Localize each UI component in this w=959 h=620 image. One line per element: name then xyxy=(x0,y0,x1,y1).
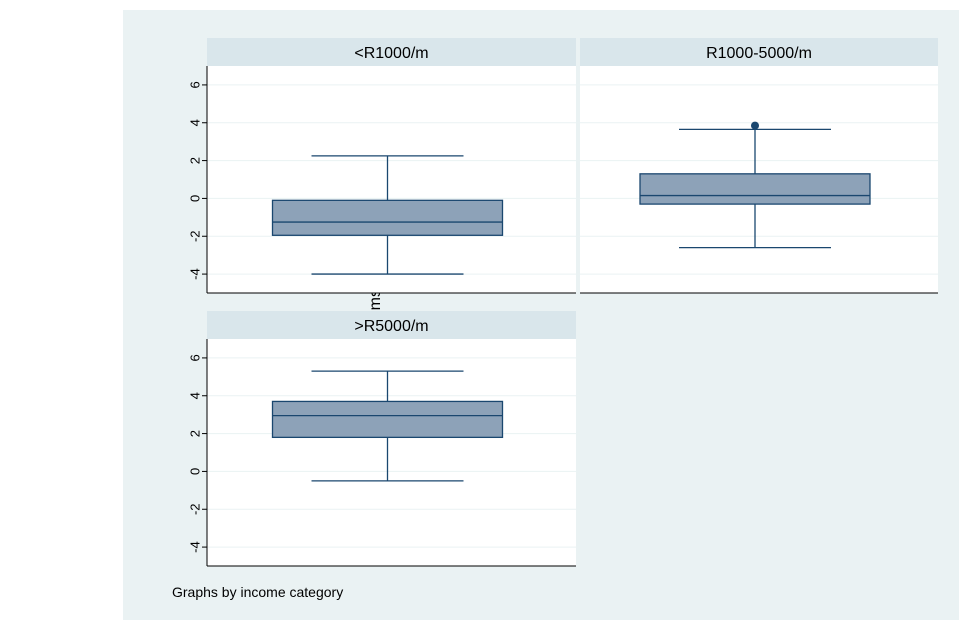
graphs-by-note: Graphs by income category xyxy=(172,584,343,600)
panel-title: R1000-5000/m xyxy=(706,45,812,62)
panel-3: >R5000/m -4 -2 0 2 4 6 xyxy=(188,311,576,567)
y-tick-label: -2 xyxy=(188,503,203,515)
iqr-box xyxy=(271,400,504,439)
y-tick-label: 6 xyxy=(188,354,203,361)
y-tick-label: 0 xyxy=(188,195,203,202)
y-tick-label: -4 xyxy=(188,268,203,280)
iqr-box xyxy=(271,199,504,236)
panel-title: <R1000/m xyxy=(354,45,428,62)
plot-area xyxy=(207,339,576,566)
panel-title: >R5000/m xyxy=(354,318,428,335)
y-tick-label: 4 xyxy=(188,392,203,399)
panel-header xyxy=(207,38,576,66)
plot-area xyxy=(207,66,576,293)
panel-2: R1000-5000/m xyxy=(580,38,938,294)
iqr-box xyxy=(639,173,871,205)
panel-header xyxy=(207,311,576,339)
panels-group: <R1000/m -4 -2 0 2 4 6 R1000-5000/m >R5000/m -4 -2… xyxy=(188,38,938,567)
panel-1: <R1000/m -4 -2 0 2 4 6 xyxy=(188,38,576,294)
y-tick-label: 2 xyxy=(188,157,203,164)
y-tick-label: 6 xyxy=(188,81,203,88)
y-tick-label: 2 xyxy=(188,430,203,437)
panel-header xyxy=(580,38,938,66)
y-tick-label: 0 xyxy=(188,468,203,475)
outlier-point xyxy=(751,121,759,130)
y-tick-label: -2 xyxy=(188,230,203,242)
y-tick-label: 4 xyxy=(188,119,203,126)
y-tick-label: -4 xyxy=(188,541,203,553)
